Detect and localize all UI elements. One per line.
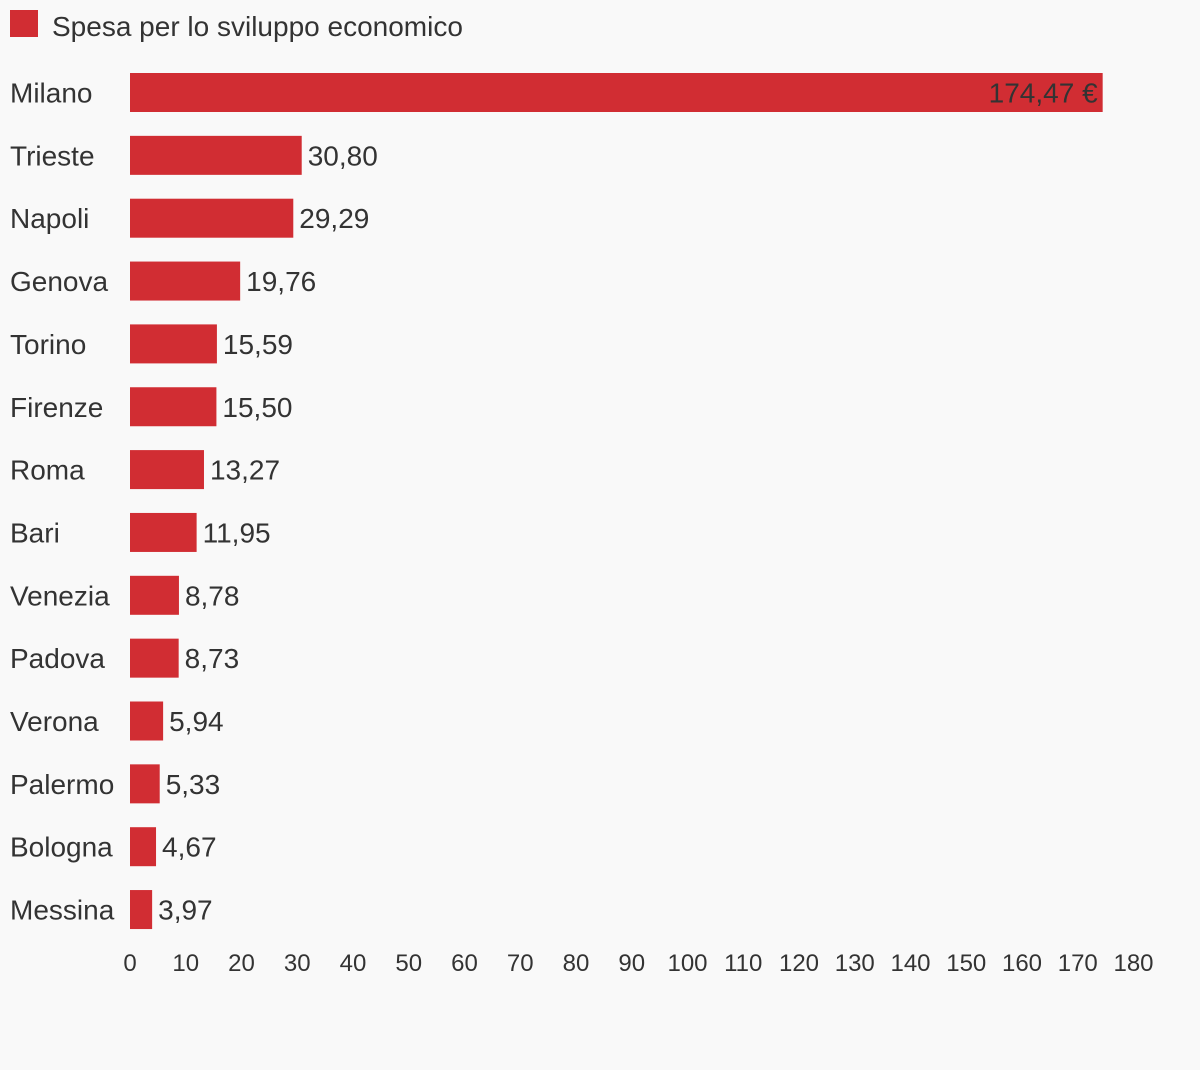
bar — [130, 638, 179, 678]
data-label: 11,95 — [203, 517, 271, 548]
bar — [130, 890, 153, 930]
category-label: Messina — [10, 895, 115, 926]
data-label: 30,80 — [308, 140, 378, 171]
legend-swatch — [10, 10, 38, 37]
data-label: 13,27 — [210, 455, 280, 486]
data-label: 5,94 — [169, 706, 224, 737]
x-tick-label: 120 — [779, 950, 819, 977]
bar — [130, 135, 302, 175]
category-label: Padova — [10, 643, 105, 674]
category-label: Roma — [10, 455, 85, 486]
data-label: 29,29 — [299, 203, 369, 234]
category-label: Trieste — [10, 140, 95, 171]
bar — [130, 261, 241, 301]
data-label: 4,67 — [162, 832, 217, 863]
value-labels: 174,47 € 30,80 29,29 19,76 15,59 15,50 13,27 11… — [158, 78, 1098, 926]
data-label: 3,97 — [158, 895, 213, 926]
x-tick-label: 70 — [507, 950, 534, 977]
category-label: Bologna — [10, 832, 113, 863]
x-tick-label: 90 — [618, 950, 645, 977]
data-label: 15,59 — [223, 329, 293, 360]
category-label: Bari — [10, 517, 60, 548]
bar — [130, 827, 157, 867]
x-tick-label: 60 — [451, 950, 478, 977]
category-label: Venezia — [10, 580, 110, 611]
x-tick-label: 0 — [123, 950, 136, 977]
bar — [130, 575, 179, 615]
data-label: 174,47 € — [989, 78, 1098, 109]
category-label: Napoli — [10, 203, 89, 234]
category-label: Genova — [10, 266, 108, 297]
x-tick-label: 130 — [835, 950, 875, 977]
bar — [130, 450, 204, 490]
bar — [130, 701, 164, 741]
bar — [130, 387, 217, 427]
category-labels: Milano Trieste Napoli Genova Torino Firenze Ro… — [10, 78, 115, 926]
bar — [130, 73, 1103, 112]
x-tick-label: 10 — [172, 950, 199, 977]
x-tick-label: 50 — [395, 950, 422, 977]
category-label: Verona — [10, 706, 99, 737]
bar — [130, 512, 197, 552]
x-tick-label: 40 — [340, 950, 367, 977]
category-label: Palermo — [10, 769, 114, 800]
legend: Spesa per lo sviluppo economico — [10, 10, 463, 42]
x-tick-label: 170 — [1058, 950, 1098, 977]
data-label: 19,76 — [246, 266, 316, 297]
x-axis: 0 10 20 30 40 50 60 70 80 90 100 110 120 130 140 150 160… — [123, 950, 1153, 977]
x-tick-label: 20 — [228, 950, 255, 977]
legend-label: Spesa per lo sviluppo economico — [52, 11, 463, 42]
bar — [130, 324, 217, 364]
category-label: Firenze — [10, 392, 103, 423]
data-label: 8,78 — [185, 580, 240, 611]
bars — [130, 73, 1103, 930]
x-tick-label: 140 — [890, 950, 930, 977]
x-tick-label: 150 — [946, 950, 986, 977]
x-tick-label: 100 — [667, 950, 707, 977]
data-label: 8,73 — [185, 643, 240, 674]
bar — [130, 198, 294, 238]
x-tick-label: 110 — [724, 950, 762, 977]
category-label: Milano — [10, 78, 92, 109]
x-tick-label: 30 — [284, 950, 311, 977]
data-label: 15,50 — [222, 392, 292, 423]
x-tick-label: 160 — [1002, 950, 1042, 977]
bar — [130, 764, 160, 804]
x-tick-label: 80 — [563, 950, 590, 977]
data-label: 5,33 — [166, 769, 221, 800]
category-label: Torino — [10, 329, 86, 360]
x-tick-label: 180 — [1113, 950, 1153, 977]
